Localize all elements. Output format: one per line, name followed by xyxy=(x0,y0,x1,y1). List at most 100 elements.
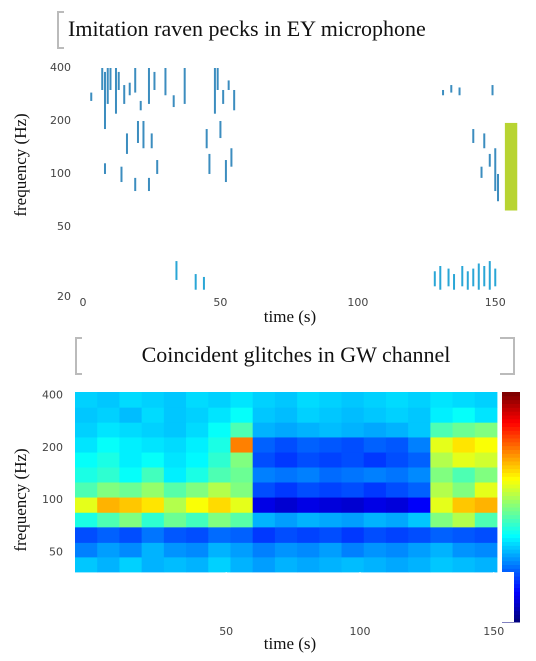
heatmap-cell xyxy=(297,392,320,408)
x-axis-label: time (s) xyxy=(264,307,316,326)
heatmap-cell xyxy=(75,497,98,513)
heatmap-cell xyxy=(274,542,298,558)
heatmap-cell xyxy=(141,422,165,438)
streak xyxy=(147,177,150,192)
colorbar-segment xyxy=(502,549,520,554)
streak xyxy=(142,120,145,149)
heatmap-cell xyxy=(252,556,276,573)
heatmap-cell xyxy=(97,556,120,573)
colorbar-segment xyxy=(502,399,520,404)
heatmap-cell xyxy=(363,467,387,483)
streak xyxy=(175,261,178,280)
colorbar-segment xyxy=(502,568,520,573)
heatmap-cell xyxy=(141,497,165,513)
heatmap-cell xyxy=(297,497,320,513)
title-bracket xyxy=(57,11,64,49)
heatmap-cell xyxy=(430,392,453,408)
streak xyxy=(472,268,475,287)
colorbar-segment xyxy=(502,503,520,508)
heatmap-cell xyxy=(75,437,98,453)
colorbar-segment xyxy=(502,564,520,569)
heatmap-cell xyxy=(97,452,120,468)
colorbar-segment xyxy=(502,541,520,546)
heatmap-cell xyxy=(363,392,387,408)
heatmap-cell xyxy=(474,556,498,573)
heatmap-cell xyxy=(252,437,276,453)
heatmap-cell xyxy=(430,556,453,573)
y-tick-label: 400 xyxy=(42,389,63,402)
colorbar-segment xyxy=(502,491,520,496)
heatmap-cell xyxy=(408,556,431,573)
colorbar-segment xyxy=(502,556,520,562)
heatmap-cell xyxy=(141,482,165,498)
heatmap-cell xyxy=(452,556,476,573)
heatmap-cell xyxy=(430,512,453,528)
y-axis-label: frequency (Hz) xyxy=(11,448,30,551)
streak xyxy=(453,274,456,290)
heatmap-cell xyxy=(186,482,209,498)
chart-title: Imitation raven pecks in EY microphone xyxy=(68,16,426,41)
heatmap-cell xyxy=(75,422,98,438)
heatmap-cell xyxy=(408,512,431,528)
streak xyxy=(101,68,104,90)
heatmap-cell xyxy=(452,526,476,543)
heatmap-cell xyxy=(163,556,187,573)
x-tick-label: 100 xyxy=(347,296,368,309)
colorbar-segment xyxy=(502,518,520,523)
heatmap-cell xyxy=(230,422,254,438)
heatmap-cell xyxy=(341,542,365,558)
heatmap-cell xyxy=(75,526,98,543)
heatmap-cell xyxy=(186,407,209,423)
heatmap-cell xyxy=(274,467,298,483)
heatmap-cell xyxy=(408,452,431,468)
heatmap-cell xyxy=(75,467,98,483)
heatmap-cell xyxy=(163,542,187,558)
heatmap-cell xyxy=(141,437,165,453)
heatmap-cell xyxy=(452,422,476,438)
heatmap-cell xyxy=(141,542,165,558)
colorbar-segment xyxy=(502,441,520,447)
heatmap-cell xyxy=(186,497,209,513)
streak xyxy=(477,263,480,290)
streak xyxy=(134,68,137,93)
heatmap-cell xyxy=(319,542,342,558)
heatmap-cell xyxy=(208,482,231,498)
heatmap-cell xyxy=(363,422,387,438)
streak xyxy=(472,129,475,143)
heatmap-cell xyxy=(163,512,187,528)
streak xyxy=(461,266,464,287)
streak xyxy=(483,266,486,287)
heatmap-cell xyxy=(297,482,320,498)
heatmap-cell xyxy=(319,467,342,483)
heatmap-cell xyxy=(186,392,209,408)
heatmap-cell xyxy=(474,452,498,468)
heatmap-cell xyxy=(385,407,409,423)
heatmap-cell xyxy=(430,422,453,438)
heatmap-cell xyxy=(97,407,120,423)
streak xyxy=(172,95,175,108)
heatmap-cell xyxy=(119,526,143,543)
heatmap-cell xyxy=(408,497,431,513)
streak xyxy=(480,166,483,178)
colorbar-segment xyxy=(502,487,520,493)
heatmap-cell xyxy=(208,556,231,573)
streak xyxy=(156,160,159,174)
heatmap-cell xyxy=(474,526,498,543)
heatmap-cell xyxy=(163,407,187,423)
streak xyxy=(117,71,120,90)
heatmap-cell xyxy=(474,467,498,483)
heatmap-cell xyxy=(252,422,276,438)
streak xyxy=(494,148,497,192)
heatmap-cell xyxy=(408,392,431,408)
colorbar-segment xyxy=(502,484,520,489)
heatmap-cell xyxy=(97,542,120,558)
heatmap-cell xyxy=(208,526,231,543)
streak xyxy=(222,89,225,104)
heatmap-cell xyxy=(341,392,365,408)
heatmap-cell xyxy=(75,482,98,498)
streak xyxy=(147,68,150,104)
heatmap-cell xyxy=(119,542,143,558)
y-tick-label: 20 xyxy=(57,290,71,303)
colorbar-segment xyxy=(502,426,520,431)
